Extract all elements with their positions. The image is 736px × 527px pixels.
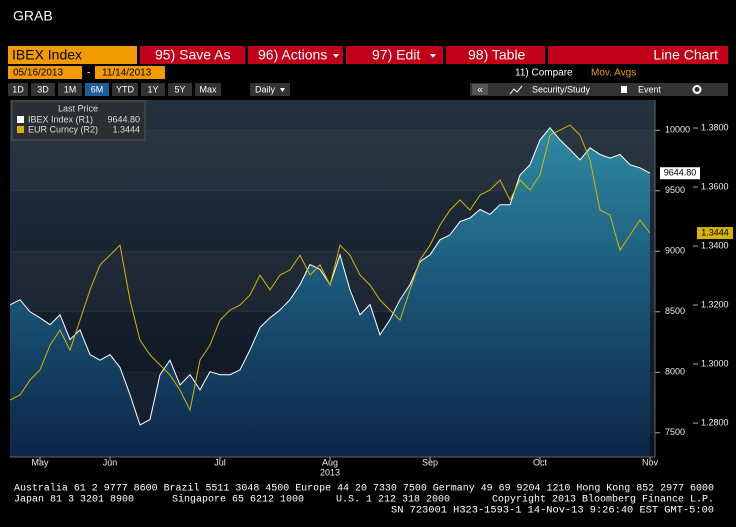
legend-value: 1.3444	[112, 124, 140, 134]
x-tick-label: Jun	[103, 457, 118, 467]
period-button[interactable]	[195, 83, 221, 96]
end-date[interactable]: 11/14/2013	[102, 68, 152, 79]
button[interactable]	[446, 46, 545, 64]
period-label[interactable]: 1Y	[147, 84, 158, 94]
series-line	[10, 124, 651, 412]
last-value-label: 1.3444	[701, 227, 729, 237]
frequency[interactable]: Daily	[255, 84, 276, 94]
date-separator: -	[87, 68, 90, 79]
y2-tick-label: 1.3600	[701, 181, 729, 191]
button[interactable]	[248, 46, 343, 64]
collapse-icon: «	[477, 85, 483, 96]
button[interactable]	[140, 46, 245, 64]
y-tick-label: 9000	[665, 246, 685, 256]
period-label[interactable]: 5Y	[174, 84, 185, 94]
security-study[interactable]: Security/Study	[532, 84, 591, 94]
event[interactable]: Event	[638, 84, 662, 94]
y2-tick-label: 1.3000	[701, 358, 729, 368]
period-button[interactable]	[58, 83, 82, 96]
button[interactable]	[346, 46, 443, 64]
legend-swatch	[17, 116, 24, 123]
y-tick-label: 8000	[665, 367, 685, 377]
last-value-tag	[660, 167, 700, 180]
period-label[interactable]: 6M	[91, 84, 104, 94]
last-value-label: 9644.80	[664, 168, 697, 178]
button-label[interactable]: 96) Actions	[258, 47, 327, 63]
y-tick-label: 7500	[665, 427, 685, 437]
y2-tick-label: 1.3800	[701, 122, 729, 132]
mov-avgs[interactable]: Mov. Avgs	[591, 68, 636, 79]
settings-icon[interactable]	[692, 85, 702, 94]
legend-swatch	[17, 126, 24, 133]
footer-text: U.S. 1 212 318 2000	[336, 495, 450, 506]
legend-value: 9644.80	[107, 114, 140, 124]
period-label[interactable]: 3D	[37, 84, 49, 94]
dropdown-arrow	[333, 54, 339, 58]
button-label[interactable]: 98) Table	[468, 47, 526, 63]
dropdown-arrow	[430, 54, 436, 58]
start-date[interactable]: 05/16/2013	[13, 68, 63, 79]
y-tick-label: 8500	[665, 306, 685, 316]
x-tick-label: Sep	[422, 457, 438, 467]
x-year-label: 2013	[320, 467, 340, 477]
x-tick-label: Aug	[322, 457, 338, 467]
y-tick-label: 9500	[665, 185, 685, 195]
event-icon	[621, 86, 627, 93]
x-tick-label: Nov	[642, 457, 659, 467]
button-label[interactable]: 97) Edit	[372, 47, 420, 63]
period-label[interactable]: YTD	[116, 84, 135, 94]
footer-text: Copyright 2013 Bloomberg Finance L.P.	[492, 494, 714, 506]
footer-line: SN 723001 H323-1593-1 14-Nov-13 9:26:40 …	[391, 506, 714, 517]
button-label[interactable]: 95) Save As	[155, 47, 231, 63]
x-tick-label: Jul	[214, 457, 226, 467]
security-box[interactable]	[8, 46, 137, 64]
chart-type[interactable]: Line Chart	[653, 47, 718, 63]
y-tick-label: 10000	[665, 125, 690, 135]
period-button[interactable]	[85, 83, 109, 96]
period-button[interactable]	[141, 83, 165, 96]
period-button[interactable]	[8, 83, 28, 96]
compare[interactable]: 11) Compare	[515, 68, 573, 79]
last-value-tag	[697, 227, 733, 240]
legend-title: Last Price	[58, 103, 98, 113]
footer-text: Japan 81 3 3201 8900	[14, 495, 134, 506]
dropdown-arrow	[280, 88, 285, 92]
screen-title: GRAB	[13, 8, 53, 24]
x-tick-label: Oct	[533, 457, 548, 467]
footer-text: Singapore 65 6212 1000	[172, 494, 304, 506]
period-label[interactable]: 1M	[64, 84, 77, 94]
y2-tick-label: 1.3200	[701, 299, 729, 309]
period-label[interactable]: Max	[199, 84, 217, 94]
x-tick-label: May	[31, 457, 49, 467]
legend	[11, 100, 146, 141]
period-button[interactable]	[112, 83, 138, 96]
y2-tick-label: 1.3400	[701, 240, 729, 250]
period-button[interactable]	[168, 83, 192, 96]
study-bar	[470, 83, 728, 96]
period-button[interactable]	[31, 83, 55, 96]
study-icon	[509, 85, 523, 95]
security[interactable]: IBEX Index	[12, 47, 82, 63]
collapse-button[interactable]	[472, 84, 488, 95]
frequency-box[interactable]	[250, 83, 290, 96]
y2-tick-label: 1.2800	[701, 417, 729, 427]
period-label[interactable]: 1D	[12, 84, 24, 94]
date-box[interactable]	[95, 66, 165, 79]
chart-type-bar	[548, 46, 728, 64]
legend-label: IBEX Index (R1)	[28, 114, 93, 124]
date-box[interactable]	[8, 66, 82, 79]
footer-line: Australia 61 2 9777 8600 Brazil 5511 304…	[14, 483, 714, 495]
legend-label: EUR Curncy (R2)	[28, 124, 98, 134]
